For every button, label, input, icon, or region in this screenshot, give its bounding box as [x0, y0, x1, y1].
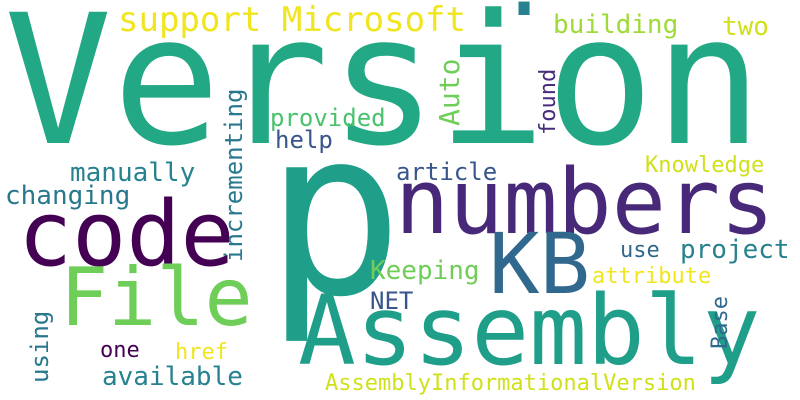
word-two: two: [722, 12, 769, 42]
word-dot: .: [497, 0, 551, 30]
word-assembly-informational-version: AssemblyInformationalVersion: [325, 371, 696, 396]
word-found: found: [536, 68, 561, 135]
word-building: building: [553, 10, 679, 40]
word-href: href: [175, 340, 228, 365]
word-article: article: [396, 158, 498, 186]
word-using: using: [26, 310, 54, 383]
word-numbers: numbers: [395, 150, 775, 255]
word-use: use: [620, 238, 660, 263]
word-changing: changing: [5, 181, 131, 211]
word-help: help: [275, 126, 333, 154]
word-support-microsoft: support Microsoft: [118, 0, 466, 40]
word-auto: Auto: [433, 58, 466, 126]
word-code: code: [18, 182, 235, 287]
word-base: Base: [708, 296, 733, 349]
word-project: project: [680, 235, 790, 265]
word-one: one: [100, 338, 140, 363]
word-attribute: attribute: [592, 264, 712, 289]
word-assembly: Assembly: [298, 275, 761, 387]
word-incrementing: incrementing: [220, 88, 248, 262]
word-provided: provided: [270, 104, 386, 132]
word-p: p: [265, 81, 404, 348]
word-kb: KB: [489, 215, 591, 313]
word-manually: manually: [70, 158, 196, 188]
word-keeping: Keeping: [370, 256, 480, 286]
word-file: File: [60, 251, 253, 344]
word-available: available: [102, 362, 243, 392]
word-version: Version: [4, 0, 763, 186]
word-net: NET: [370, 287, 414, 315]
word-knowledge: Knowledge: [645, 153, 765, 178]
